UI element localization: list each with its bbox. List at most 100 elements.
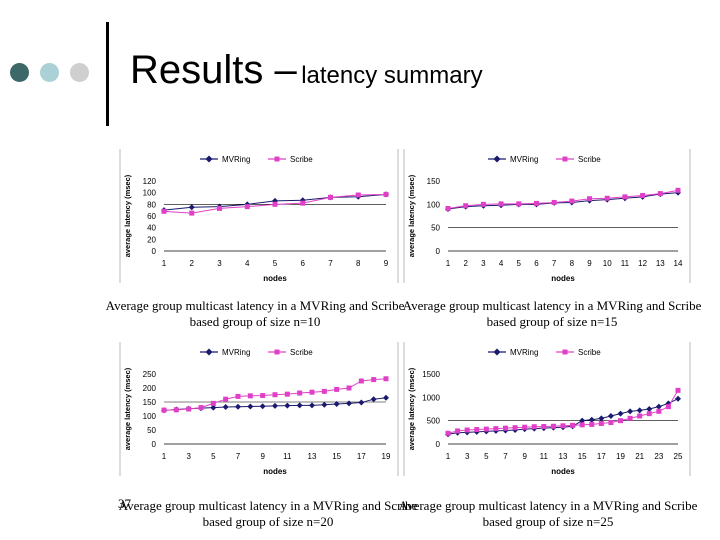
point-scribe: [627, 415, 633, 421]
point-scribe: [569, 198, 575, 204]
point-scribe: [589, 421, 595, 427]
point-scribe: [516, 201, 522, 207]
caption-n15: Average group multicast latency in a MVR…: [402, 298, 702, 329]
caption-n25: Average group multicast latency in a MVR…: [398, 498, 698, 529]
point-scribe: [173, 407, 179, 413]
point-scribe: [328, 194, 333, 200]
x-tick-label: 5: [484, 452, 489, 461]
point-scribe: [235, 393, 241, 399]
y-tick-label: 0: [436, 247, 441, 256]
point-mvring: [370, 396, 377, 403]
point-scribe: [244, 204, 250, 210]
chart-n20: MVRing Scribe 0 50 100 150 200 250 1 3 5 7 9 11 13 15 17…: [116, 338, 400, 478]
point-scribe: [383, 376, 389, 382]
title-sub: latency summary: [301, 62, 483, 89]
x-tick-label: 25: [674, 452, 683, 461]
x-tick-label: 8: [356, 259, 361, 268]
point-scribe: [604, 195, 610, 201]
point-scribe: [640, 192, 646, 198]
point-scribe: [161, 407, 167, 413]
y-tick-label: 0: [436, 440, 441, 449]
x-tick-label: 4: [245, 259, 250, 268]
point-mvring: [210, 404, 217, 411]
slide-title: Results – latency summary: [130, 48, 483, 93]
x-tick-label: 12: [638, 259, 647, 268]
x-axis-label: nodes: [551, 274, 575, 283]
y-tick-label: 20: [147, 235, 156, 244]
point-scribe: [358, 378, 364, 384]
y-tick-label: 120: [143, 177, 157, 186]
x-tick-label: 3: [465, 452, 470, 461]
point-mvring: [296, 402, 303, 409]
x-tick-label: 7: [328, 259, 333, 268]
x-tick-label: 5: [517, 259, 522, 268]
legend-marker: [205, 155, 213, 163]
legend-marker: [493, 348, 501, 356]
legend-marker: [274, 156, 280, 162]
y-tick-label: 0: [152, 440, 157, 449]
x-tick-label: 13: [308, 452, 317, 461]
point-scribe: [445, 206, 451, 212]
x-axis-label: nodes: [263, 274, 287, 283]
point-scribe: [480, 201, 486, 207]
slide-number: 37: [118, 496, 131, 511]
point-scribe: [474, 427, 480, 433]
point-scribe: [541, 424, 547, 429]
y-tick-label: 100: [143, 189, 157, 198]
point-mvring: [646, 406, 653, 412]
y-tick-label: 50: [431, 224, 440, 233]
legend-label: MVRing: [510, 155, 538, 164]
point-scribe: [463, 203, 469, 209]
y-tick-label: 1000: [422, 393, 440, 402]
x-tick-label: 15: [578, 452, 587, 461]
x-tick-label: 1: [162, 259, 167, 268]
y-axis-label: average latency (msec): [407, 174, 416, 257]
point-scribe: [608, 420, 614, 426]
point-scribe: [483, 426, 489, 432]
x-tick-label: 11: [621, 259, 630, 268]
dot-dark: [10, 63, 29, 82]
point-mvring: [607, 413, 614, 419]
point-mvring: [222, 404, 229, 411]
legend-label: Scribe: [578, 348, 601, 357]
point-scribe: [512, 425, 518, 431]
y-tick-label: 40: [147, 224, 156, 233]
point-scribe: [217, 205, 222, 211]
point-scribe: [210, 400, 216, 406]
point-scribe: [186, 406, 192, 412]
point-mvring: [655, 403, 662, 410]
point-scribe: [309, 389, 315, 395]
point-scribe: [260, 393, 266, 399]
x-tick-label: 1: [446, 259, 451, 268]
point-scribe: [503, 425, 508, 431]
point-mvring: [188, 204, 195, 211]
point-mvring: [259, 403, 266, 410]
legend-label: Scribe: [290, 155, 313, 164]
x-tick-label: 9: [587, 259, 592, 268]
point-scribe: [618, 418, 623, 424]
chart-n25: MVRing Scribe 0 500 1000 1500 1 3 5 7 9 11 13 15 17 19 2…: [400, 338, 692, 478]
point-scribe: [493, 426, 499, 432]
point-mvring: [235, 403, 241, 410]
point-scribe: [598, 420, 604, 426]
x-tick-label: 23: [654, 452, 663, 461]
point-mvring: [383, 394, 389, 401]
point-mvring: [309, 402, 315, 409]
point-scribe: [371, 377, 377, 383]
legend-label: Scribe: [578, 155, 601, 164]
x-tick-label: 1: [162, 452, 167, 461]
point-scribe: [300, 200, 306, 206]
point-mvring: [636, 407, 643, 414]
point-scribe: [551, 199, 557, 205]
series-line-scribe: [447, 189, 679, 210]
x-tick-label: 17: [597, 452, 606, 461]
point-scribe: [646, 411, 652, 417]
x-tick-label: 11: [540, 452, 549, 461]
point-scribe: [656, 408, 662, 414]
x-tick-label: 2: [463, 259, 468, 268]
x-tick-label: 6: [534, 259, 539, 268]
chart-n10: MVRing Scribe 0 20 40 60 80 100 120 1 2 3 4 5 6 7 8 9 aver…: [116, 145, 400, 285]
y-axis-label: average latency (msec): [407, 367, 416, 450]
y-axis-label: average latency (msec): [123, 174, 132, 257]
